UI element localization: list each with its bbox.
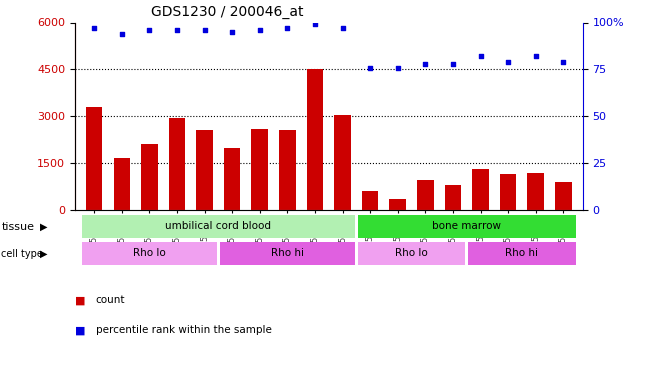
Bar: [555, 182, 572, 210]
Bar: [417, 180, 434, 210]
Text: GDS1230 / 200046_at: GDS1230 / 200046_at: [151, 5, 303, 19]
Point: [310, 21, 320, 27]
Point: [420, 61, 430, 67]
Point: [117, 31, 127, 37]
Point: [365, 64, 376, 70]
Text: umbilical cord blood: umbilical cord blood: [165, 221, 271, 231]
Point: [144, 27, 154, 33]
Point: [255, 27, 265, 33]
Point: [282, 25, 292, 31]
Text: tissue: tissue: [1, 222, 35, 231]
Text: cell type: cell type: [1, 249, 43, 259]
Point: [558, 59, 568, 65]
Point: [89, 25, 100, 31]
Text: Rho lo: Rho lo: [395, 248, 428, 258]
Point: [448, 61, 458, 67]
Bar: [169, 118, 186, 210]
Bar: [220, 242, 355, 266]
Text: ■: ■: [75, 296, 85, 305]
Bar: [279, 130, 296, 210]
Point: [337, 25, 348, 31]
Point: [393, 64, 403, 70]
Point: [172, 27, 182, 33]
Bar: [251, 129, 268, 210]
Bar: [307, 69, 324, 210]
Bar: [362, 191, 378, 210]
Point: [503, 59, 514, 65]
Bar: [334, 115, 351, 210]
Text: Rho hi: Rho hi: [505, 248, 538, 258]
Text: bone marrow: bone marrow: [432, 221, 501, 231]
Bar: [82, 242, 217, 266]
Bar: [197, 130, 213, 210]
Bar: [468, 242, 575, 266]
Point: [227, 29, 238, 35]
Text: ▶: ▶: [40, 249, 48, 259]
Point: [199, 27, 210, 33]
Text: ▶: ▶: [40, 222, 48, 231]
Point: [531, 53, 541, 59]
Text: percentile rank within the sample: percentile rank within the sample: [96, 326, 271, 335]
Bar: [113, 158, 130, 210]
Bar: [358, 242, 465, 266]
Bar: [500, 174, 516, 210]
Bar: [86, 107, 102, 210]
Text: count: count: [96, 296, 125, 305]
Bar: [445, 185, 461, 210]
Text: ■: ■: [75, 326, 85, 335]
Bar: [527, 172, 544, 210]
Point: [475, 53, 486, 59]
Bar: [224, 147, 240, 210]
Bar: [389, 199, 406, 210]
Text: Rho lo: Rho lo: [133, 248, 166, 258]
Bar: [358, 215, 575, 238]
Bar: [82, 215, 355, 238]
Text: Rho hi: Rho hi: [271, 248, 304, 258]
Bar: [141, 144, 158, 210]
Bar: [472, 170, 489, 210]
